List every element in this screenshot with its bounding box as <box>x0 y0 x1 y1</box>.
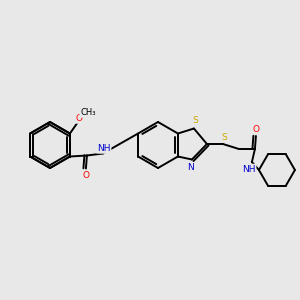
Text: O: O <box>75 114 82 123</box>
Text: O: O <box>82 171 89 180</box>
Text: CH₃: CH₃ <box>80 108 96 117</box>
Text: S: S <box>192 116 198 125</box>
Text: NH: NH <box>242 164 256 173</box>
Text: NH: NH <box>97 144 111 153</box>
Text: O: O <box>252 124 260 134</box>
Text: S: S <box>221 133 227 142</box>
Text: N: N <box>188 163 194 172</box>
